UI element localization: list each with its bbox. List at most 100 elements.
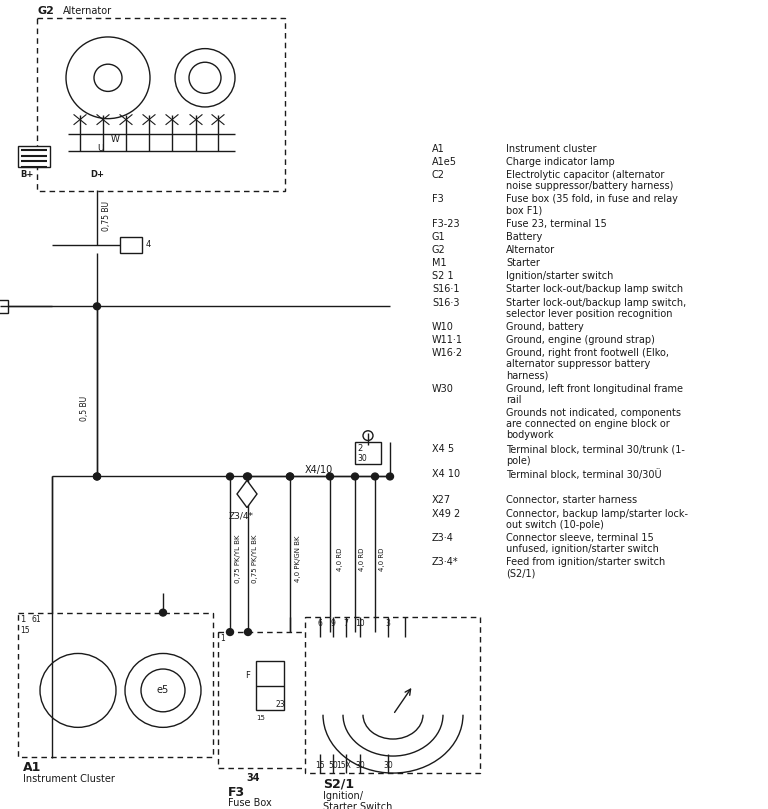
Text: B+: B+ <box>20 170 33 179</box>
Circle shape <box>326 473 333 480</box>
Text: 0,5 BU: 0,5 BU <box>81 396 90 421</box>
Text: 10: 10 <box>355 620 365 629</box>
Text: Terminal block, terminal 30/30Ü: Terminal block, terminal 30/30Ü <box>506 468 661 480</box>
Text: C2: C2 <box>432 170 445 180</box>
Text: Ignition/starter switch: Ignition/starter switch <box>506 271 614 282</box>
Text: X4 10: X4 10 <box>432 468 460 479</box>
Bar <box>256 661 284 709</box>
Text: Alternator: Alternator <box>506 245 555 255</box>
Text: Ignition/: Ignition/ <box>323 790 363 801</box>
Circle shape <box>227 473 233 480</box>
Text: Connector sleeve, terminal 15: Connector sleeve, terminal 15 <box>506 533 654 543</box>
Text: 4: 4 <box>146 239 151 248</box>
Text: e5: e5 <box>157 685 169 696</box>
Text: Instrument cluster: Instrument cluster <box>506 144 597 154</box>
Text: Instrument Cluster: Instrument Cluster <box>23 774 115 784</box>
Circle shape <box>94 303 101 310</box>
Text: alternator suppressor battery: alternator suppressor battery <box>506 359 650 369</box>
Text: S2 1: S2 1 <box>432 271 454 282</box>
Text: 4,0 RD: 4,0 RD <box>359 548 365 571</box>
Text: X49 2: X49 2 <box>432 509 460 519</box>
Text: D+: D+ <box>90 170 104 179</box>
Text: 30: 30 <box>355 761 365 770</box>
Text: Electrolytic capacitor (alternator: Electrolytic capacitor (alternator <box>506 170 664 180</box>
Bar <box>218 632 323 769</box>
Text: U: U <box>97 144 103 153</box>
Text: Alternator: Alternator <box>63 6 112 15</box>
Bar <box>305 617 480 773</box>
Text: S2/1: S2/1 <box>323 778 354 791</box>
Text: F3: F3 <box>228 786 245 798</box>
Text: Fuse Box: Fuse Box <box>228 798 272 808</box>
Text: A1: A1 <box>432 144 445 154</box>
Circle shape <box>352 473 359 480</box>
Text: Charge indicator lamp: Charge indicator lamp <box>506 157 614 167</box>
Text: Connector, backup lamp/starter lock-: Connector, backup lamp/starter lock- <box>506 509 688 519</box>
Bar <box>0 299 8 313</box>
Text: A1e5: A1e5 <box>432 157 457 167</box>
Text: out switch (10-pole): out switch (10-pole) <box>506 519 604 530</box>
Text: (S2/1): (S2/1) <box>506 569 535 578</box>
Text: X27: X27 <box>432 495 451 506</box>
Text: Starter Switch: Starter Switch <box>323 803 392 809</box>
Text: Z3·4*: Z3·4* <box>432 557 458 567</box>
Text: W: W <box>111 134 120 143</box>
Text: Battery: Battery <box>506 232 542 242</box>
Text: W10: W10 <box>432 322 454 332</box>
Text: 1: 1 <box>220 634 225 643</box>
Text: 15: 15 <box>315 761 325 770</box>
Text: F3: F3 <box>432 194 444 205</box>
Text: A1: A1 <box>23 761 41 774</box>
Text: pole): pole) <box>506 455 531 465</box>
Text: M1: M1 <box>432 258 447 268</box>
Text: bodywork: bodywork <box>506 430 554 440</box>
Text: rail: rail <box>506 395 521 404</box>
Text: harness): harness) <box>506 371 548 380</box>
Bar <box>355 443 381 464</box>
Text: Ground, left front longitudinal frame: Ground, left front longitudinal frame <box>506 383 683 394</box>
Circle shape <box>372 473 379 480</box>
Text: Terminal block, terminal 30/trunk (1-: Terminal block, terminal 30/trunk (1- <box>506 444 685 455</box>
Text: 4,0 RD: 4,0 RD <box>337 548 343 571</box>
Text: 30: 30 <box>383 761 393 770</box>
Text: 0,75 PK/YL BK: 0,75 PK/YL BK <box>235 535 241 583</box>
Text: X4 5: X4 5 <box>432 444 454 455</box>
Text: Grounds not indicated, components: Grounds not indicated, components <box>506 408 681 418</box>
Text: 61: 61 <box>32 615 41 624</box>
Text: Starter lock-out/backup lamp switch,: Starter lock-out/backup lamp switch, <box>506 298 687 307</box>
Circle shape <box>160 609 167 616</box>
Text: Connector, starter harness: Connector, starter harness <box>506 495 637 506</box>
Text: Ground, engine (ground strap): Ground, engine (ground strap) <box>506 335 655 345</box>
Text: W16·2: W16·2 <box>432 348 463 358</box>
Text: box F1): box F1) <box>506 205 542 216</box>
Text: G2: G2 <box>37 6 54 15</box>
Text: unfused, ignition/starter switch: unfused, ignition/starter switch <box>506 544 659 554</box>
Text: 15: 15 <box>256 714 265 721</box>
Text: 1: 1 <box>20 615 25 624</box>
Text: F: F <box>245 671 250 680</box>
Bar <box>120 237 142 253</box>
Circle shape <box>244 473 251 480</box>
Circle shape <box>286 473 293 480</box>
Text: X4/10: X4/10 <box>305 465 333 475</box>
Circle shape <box>94 473 101 480</box>
Text: 23: 23 <box>275 700 285 709</box>
Text: S16·1: S16·1 <box>432 285 459 294</box>
Polygon shape <box>237 481 257 507</box>
Circle shape <box>244 629 251 636</box>
Text: 30: 30 <box>357 454 367 463</box>
Text: Z3/4*: Z3/4* <box>229 511 254 520</box>
Circle shape <box>286 473 293 480</box>
Text: Feed from ignition/starter switch: Feed from ignition/starter switch <box>506 557 665 567</box>
Bar <box>18 146 50 167</box>
Text: 15X: 15X <box>336 761 352 770</box>
Text: F3-23: F3-23 <box>432 218 459 229</box>
Text: 15: 15 <box>20 626 30 635</box>
Text: G1: G1 <box>432 232 445 242</box>
Text: selector lever position recognition: selector lever position recognition <box>506 309 673 319</box>
Text: 4,0 RD: 4,0 RD <box>379 548 385 571</box>
Text: Ground, battery: Ground, battery <box>506 322 584 332</box>
Text: 3: 3 <box>386 620 390 629</box>
Text: 2: 2 <box>357 444 362 453</box>
Text: Z3·4: Z3·4 <box>432 533 454 543</box>
